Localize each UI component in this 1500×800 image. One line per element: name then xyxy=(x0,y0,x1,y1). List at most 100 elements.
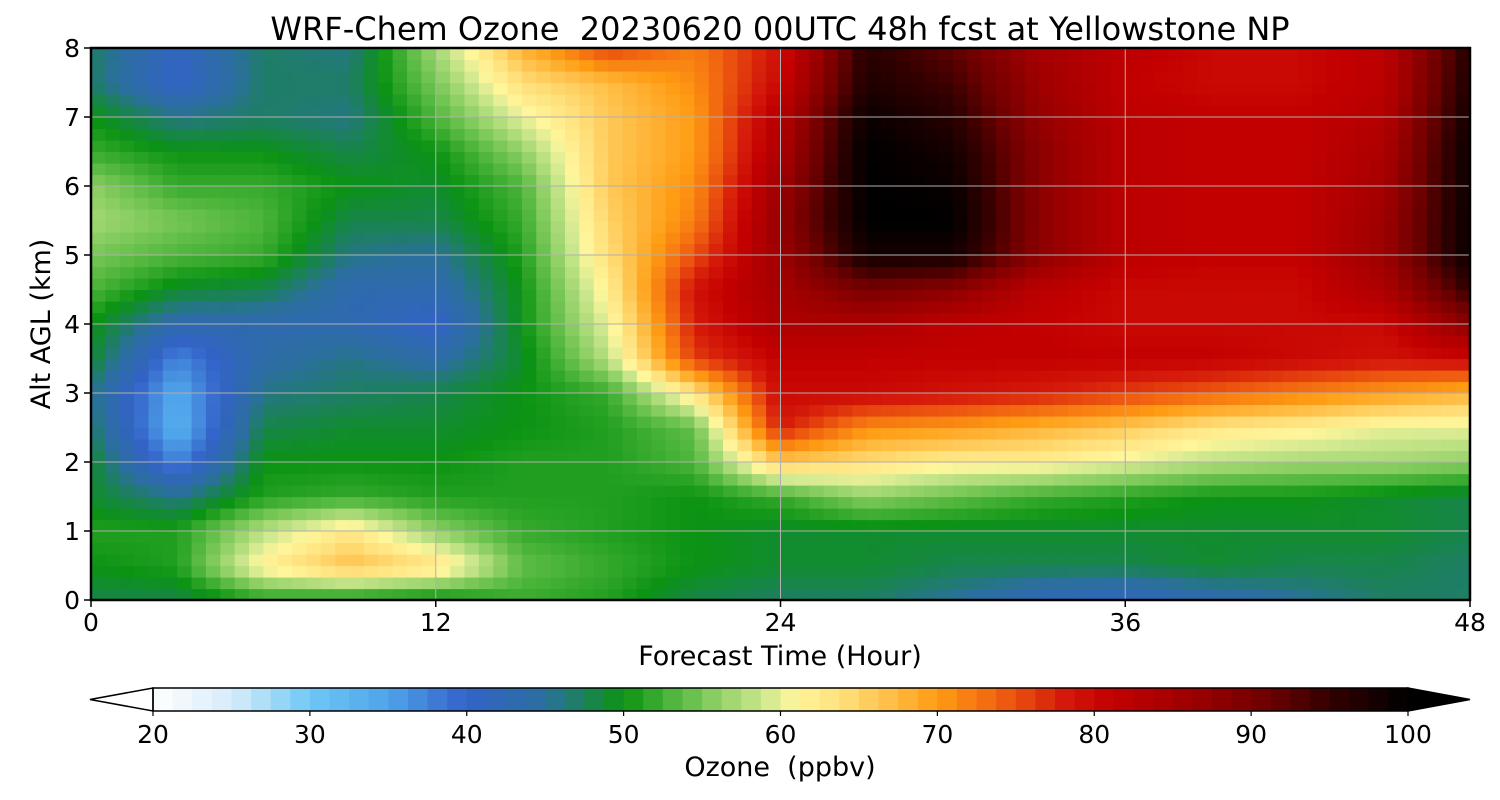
heatmap-cell xyxy=(981,485,997,498)
heatmap-cell xyxy=(91,462,106,475)
heatmap-cell xyxy=(751,209,767,222)
heatmap-cell xyxy=(995,496,1011,509)
heatmap-cell xyxy=(1398,508,1414,521)
heatmap-cell xyxy=(1082,427,1098,440)
heatmap-cell xyxy=(1369,381,1385,394)
heatmap-cell xyxy=(622,94,638,107)
heatmap-cell xyxy=(1412,324,1428,337)
heatmap-cell xyxy=(421,82,437,95)
colorbar-swatch xyxy=(231,688,252,711)
heatmap-cell xyxy=(1211,381,1227,394)
heatmap-cell xyxy=(766,278,782,291)
heatmap-cell xyxy=(1340,174,1356,187)
heatmap-cell xyxy=(593,94,609,107)
heatmap-cell xyxy=(464,289,480,302)
heatmap-cell xyxy=(521,554,537,567)
heatmap-cell xyxy=(1355,324,1371,337)
heatmap-cell xyxy=(435,381,451,394)
heatmap-cell xyxy=(1311,404,1327,417)
heatmap-cell xyxy=(177,174,193,187)
heatmap-cell xyxy=(1039,209,1055,222)
heatmap-cell xyxy=(1082,59,1098,72)
heatmap-cell xyxy=(536,404,552,417)
heatmap-cell xyxy=(1441,324,1457,337)
heatmap-cell xyxy=(292,542,308,555)
heatmap-cell xyxy=(593,508,609,521)
heatmap-cell xyxy=(852,531,868,544)
heatmap-cell xyxy=(766,301,782,314)
heatmap-cell xyxy=(1225,565,1241,578)
heatmap-cell xyxy=(679,577,695,590)
heatmap-cell xyxy=(220,404,236,417)
heatmap-cell xyxy=(1268,404,1284,417)
heatmap-cell xyxy=(751,404,767,417)
heatmap-cell xyxy=(708,266,724,279)
heatmap-cell xyxy=(1197,542,1213,555)
heatmap-cell xyxy=(679,151,695,164)
heatmap-cell xyxy=(378,416,394,429)
heatmap-cell xyxy=(636,151,652,164)
heatmap-cell xyxy=(593,220,609,233)
heatmap-cell xyxy=(1441,439,1457,452)
heatmap-cell xyxy=(766,186,782,199)
heatmap-cell xyxy=(392,128,408,141)
heatmap-cell xyxy=(636,289,652,302)
heatmap-cell xyxy=(1153,220,1169,233)
heatmap-cell xyxy=(1125,232,1141,245)
heatmap-cell xyxy=(249,335,264,348)
heatmap-cell xyxy=(1010,151,1026,164)
heatmap-cell xyxy=(679,94,695,107)
heatmap-cell xyxy=(1024,404,1040,417)
heatmap-cell xyxy=(306,404,322,417)
colorbar-swatch xyxy=(819,688,840,711)
heatmap-cell xyxy=(636,427,652,440)
heatmap-cell xyxy=(1096,197,1112,210)
heatmap-cell xyxy=(119,71,135,84)
heatmap-cell xyxy=(1297,94,1313,107)
heatmap-cell xyxy=(1283,59,1299,72)
heatmap-cell xyxy=(205,94,221,107)
heatmap-cell xyxy=(924,565,940,578)
heatmap-cell xyxy=(579,163,595,176)
heatmap-cell xyxy=(134,278,150,291)
heatmap-cell xyxy=(349,554,365,567)
heatmap-cell xyxy=(392,220,408,233)
heatmap-cell xyxy=(636,485,652,498)
heatmap-cell xyxy=(837,450,853,463)
heatmap-cell xyxy=(1383,71,1399,84)
heatmap-cell xyxy=(1225,588,1241,600)
heatmap-cell xyxy=(794,427,810,440)
heatmap-cell xyxy=(421,255,437,268)
heatmap-cell xyxy=(665,577,681,590)
heatmap-cell xyxy=(306,82,322,95)
heatmap-cell xyxy=(450,82,466,95)
heatmap-cell xyxy=(493,220,509,233)
heatmap-cell xyxy=(464,358,480,371)
heatmap-cell xyxy=(421,393,437,406)
heatmap-cell xyxy=(622,140,638,153)
heatmap-cell xyxy=(852,82,868,95)
heatmap-cell xyxy=(249,577,264,590)
heatmap-cell xyxy=(1096,439,1112,452)
heatmap-cell xyxy=(766,48,782,61)
heatmap-cell xyxy=(1211,508,1227,521)
heatmap-cell xyxy=(1211,174,1227,187)
heatmap-cell xyxy=(1311,140,1327,153)
heatmap-cell xyxy=(809,427,825,440)
heatmap-cell xyxy=(1053,496,1069,509)
heatmap-cell xyxy=(1024,519,1040,532)
heatmap-cell xyxy=(852,554,868,567)
heatmap-cell xyxy=(1125,381,1141,394)
heatmap-cell xyxy=(723,404,738,417)
heatmap-cell xyxy=(1268,255,1284,268)
heatmap-cell xyxy=(521,266,537,279)
heatmap-cell xyxy=(1455,255,1470,268)
heatmap-cell xyxy=(1024,82,1040,95)
heatmap-cell xyxy=(277,519,293,532)
heatmap-cell xyxy=(292,255,308,268)
heatmap-cell xyxy=(823,197,839,210)
heatmap-cell xyxy=(363,128,379,141)
heatmap-cell xyxy=(148,462,164,475)
heatmap-cell xyxy=(234,151,250,164)
heatmap-cell xyxy=(622,163,638,176)
